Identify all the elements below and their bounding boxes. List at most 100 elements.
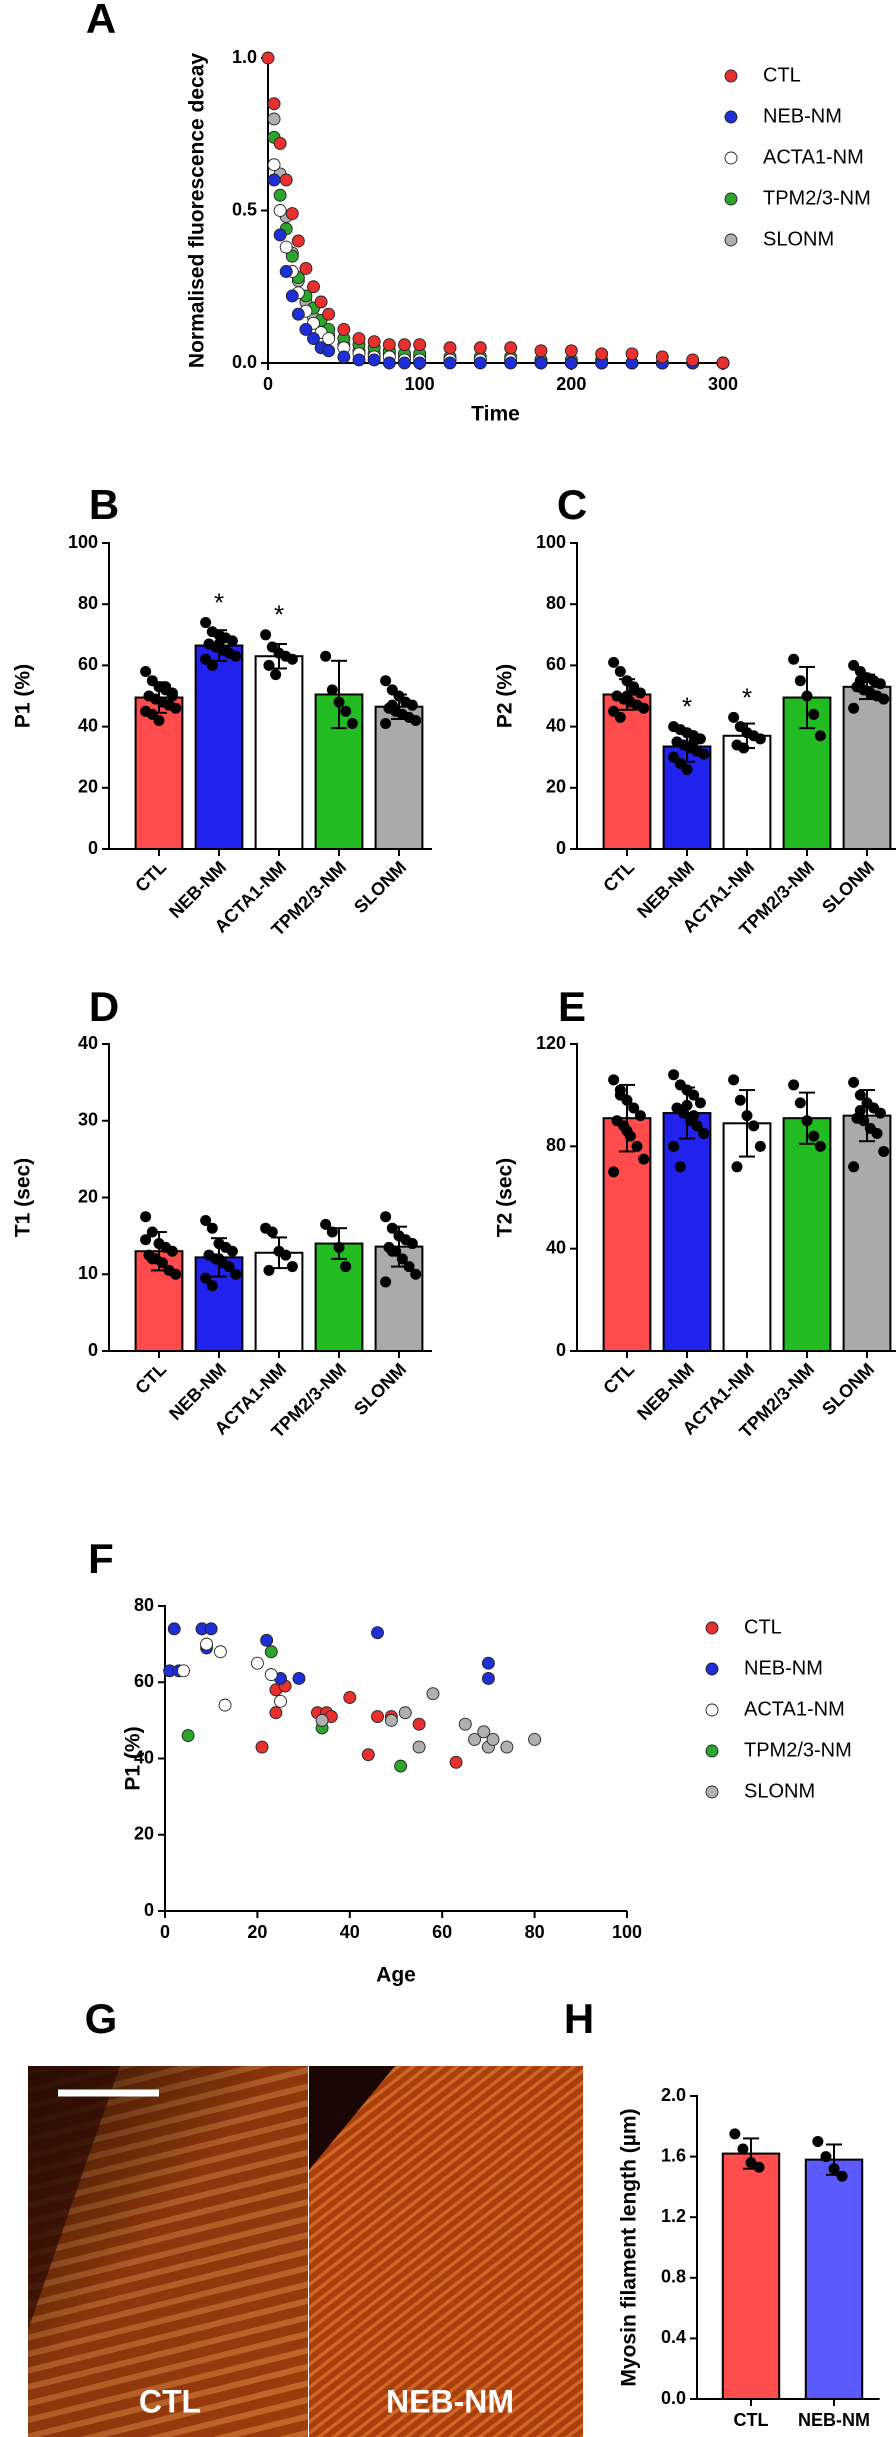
data-point [371, 1626, 384, 1640]
data-point [458, 1717, 472, 1731]
data-point [200, 617, 212, 629]
x-tick-label: 300 [708, 374, 738, 394]
data-point [449, 1755, 463, 1769]
micrograph-neb [309, 2066, 583, 2437]
data-point [382, 338, 396, 352]
data-point [814, 730, 826, 742]
y-tick-label: 80 [546, 1135, 566, 1155]
y-tick-label: 20 [78, 1186, 98, 1206]
data-point [166, 690, 178, 702]
y-tick-label: 0 [144, 1900, 154, 1920]
data-point [326, 684, 338, 696]
data-point [808, 708, 820, 720]
y-tick-label: 100 [68, 532, 98, 552]
data-point [638, 1153, 650, 1165]
data-point [280, 1249, 292, 1261]
chart-panel: A 0.0 0.5 1.0 Normalised fluorescence decay 0… [86, 0, 871, 426]
data-point [307, 332, 320, 346]
data-point [728, 711, 740, 723]
data-point [299, 323, 313, 336]
legend-marker [724, 110, 738, 124]
data-point [504, 341, 518, 355]
y-tick-label: 20 [134, 1824, 154, 1844]
y-axis-label: P1 (%) [12, 664, 35, 728]
data-point [820, 2151, 832, 2163]
data-point [694, 1097, 706, 1109]
data-point [595, 347, 609, 361]
x-tick-label: 20 [247, 1922, 267, 1942]
data-point [504, 356, 518, 370]
x-tick-label: 0 [263, 374, 273, 394]
y-tick-label: 80 [78, 593, 98, 613]
data-point [291, 307, 305, 321]
y-axis-label: T1 (sec) [12, 1158, 35, 1237]
data-point [386, 1222, 398, 1234]
data-point [206, 1280, 218, 1292]
data-point [166, 1245, 178, 1257]
x-tick-label: CTL [131, 857, 170, 896]
data-point [322, 344, 336, 358]
data-point [674, 1161, 686, 1173]
data-point [299, 262, 313, 275]
data-point [788, 653, 800, 665]
y-tick-label: 0.0 [232, 352, 257, 372]
data-point [836, 2170, 848, 2182]
x-tick-label: 60 [432, 1922, 452, 1942]
chart-panel: F 0 20 40 60 80 P1 (%) 0 20 40 60 80 100 Age CTL NEB-NM… [88, 1535, 852, 1986]
data-point [320, 650, 332, 662]
data-point [140, 1211, 152, 1223]
data-point [729, 2128, 741, 2140]
significance-marker: * [742, 682, 752, 712]
data-point [352, 353, 366, 367]
y-axis-label: T2 (sec) [494, 1158, 517, 1237]
data-point [223, 1261, 235, 1273]
data-point [285, 207, 299, 221]
x-tick-label: CTL [734, 2410, 769, 2430]
data-point [279, 240, 293, 254]
x-tick-label: SLONM [350, 1359, 410, 1419]
data-point [267, 97, 281, 111]
data-point [878, 1145, 890, 1157]
data-point [380, 1211, 392, 1223]
data-point [326, 1226, 338, 1238]
y-tick-label: 30 [78, 1110, 98, 1130]
bar [721, 2152, 781, 2401]
data-point [412, 1717, 426, 1731]
bar [602, 1117, 652, 1352]
data-point [691, 1120, 703, 1132]
data-point [200, 1215, 212, 1227]
data-point [410, 714, 422, 726]
legend-label: SLONM [763, 228, 834, 250]
y-tick-label: 40 [546, 715, 566, 735]
data-point [848, 1161, 860, 1173]
data-point [473, 356, 487, 370]
y-tick-label: 0.4 [661, 2327, 686, 2347]
data-point [337, 350, 351, 364]
data-point [204, 1622, 218, 1636]
x-tick-label: SLONM [350, 857, 410, 917]
data-point [731, 1161, 743, 1173]
data-point [655, 350, 669, 364]
data-point [206, 659, 218, 671]
data-point [285, 289, 299, 303]
data-point [264, 1645, 278, 1659]
panel-letter: G [85, 1995, 118, 2042]
image-label: CTL [139, 2383, 201, 2419]
legend-label: CTL [763, 64, 801, 86]
bar [602, 693, 652, 850]
data-point [273, 228, 287, 242]
data-point [871, 1128, 883, 1140]
legend-label: NEB-NM [763, 105, 842, 127]
data-point [668, 1069, 680, 1081]
y-tick-label: 60 [546, 654, 566, 674]
x-tick-label: SLONM [818, 1359, 878, 1419]
data-point [668, 1140, 680, 1152]
bar [254, 655, 304, 850]
data-point [218, 1698, 232, 1712]
data-point [267, 173, 281, 187]
bar [722, 1122, 772, 1353]
x-tick-label: 80 [525, 1922, 545, 1942]
legend-marker [724, 233, 738, 247]
x-tick-label: CTL [599, 857, 638, 896]
